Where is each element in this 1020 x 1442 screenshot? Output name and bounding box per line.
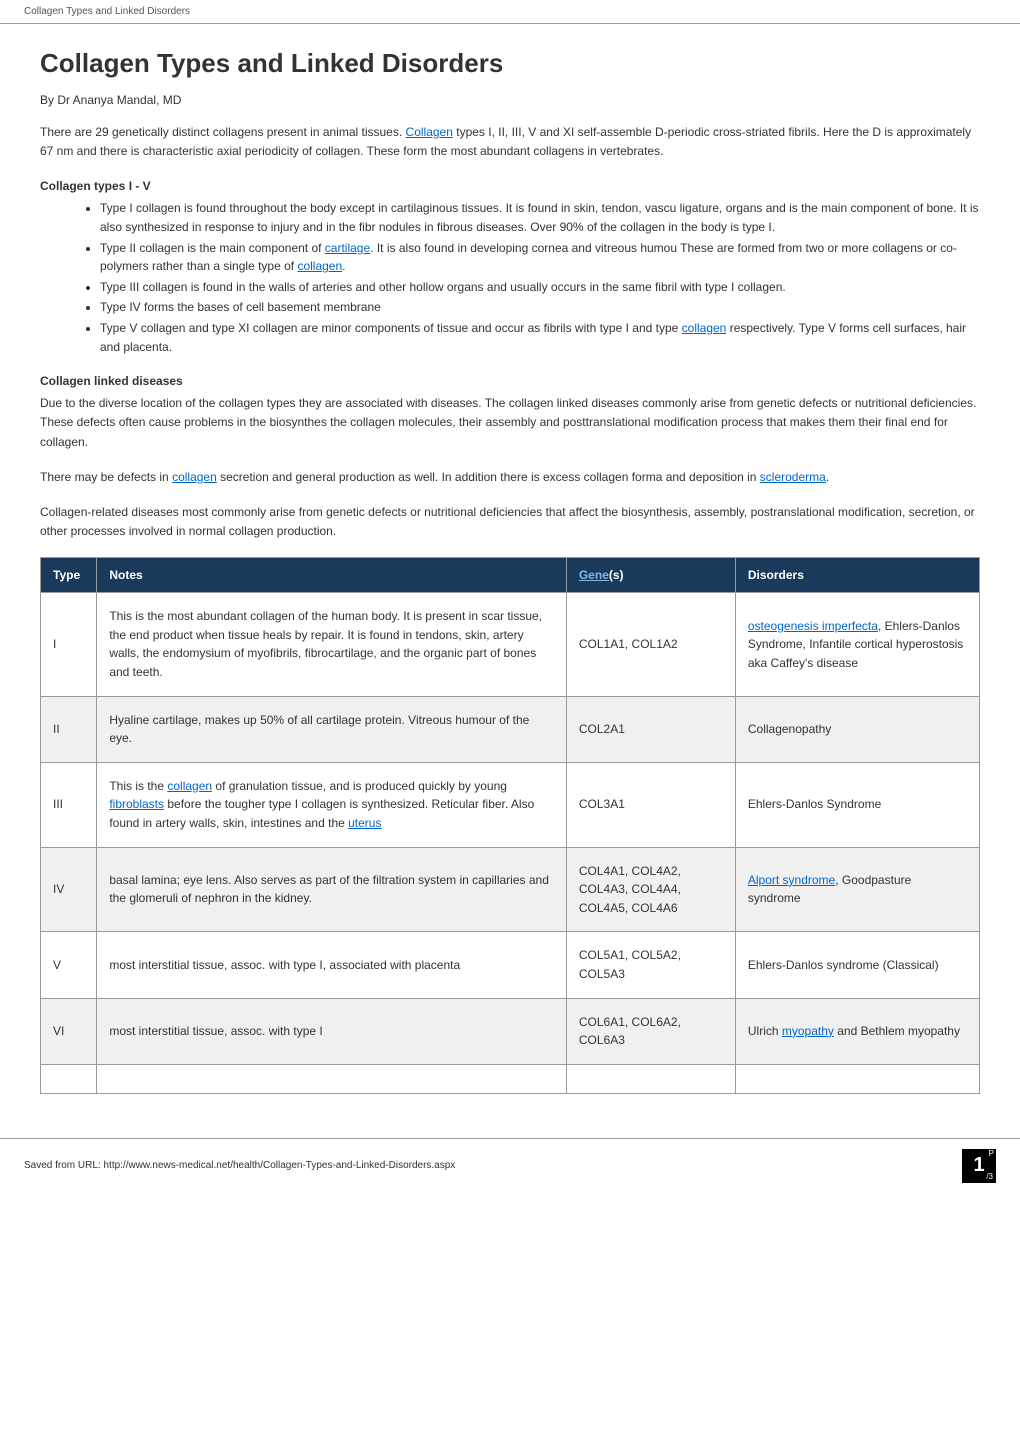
th-disorders: Disorders bbox=[735, 558, 979, 593]
disorders-post: and Bethlem myopathy bbox=[834, 1024, 960, 1038]
table-row: III This is the collagen of granulation … bbox=[41, 762, 980, 847]
table-row: IV basal lamina; eye lens. Also serves a… bbox=[41, 847, 980, 932]
collagen-link[interactable]: collagen bbox=[682, 321, 727, 335]
bullet-text: Type IV forms the bases of cell basement… bbox=[100, 300, 381, 314]
footer-url: Saved from URL: http://www.news-medical.… bbox=[24, 1160, 455, 1171]
para3: There may be defects in collagen secreti… bbox=[40, 468, 980, 487]
cell-genes: COL4A1, COL4A2, COL4A3, COL4A4, COL4A5, … bbox=[566, 847, 735, 932]
cell-type: II bbox=[41, 696, 97, 762]
collagen-types-list: Type I collagen is found throughout the … bbox=[100, 199, 980, 356]
intro-pre: There are 29 genetically distinct collag… bbox=[40, 125, 406, 139]
notes-mid1: of granulation tissue, and is produced q… bbox=[212, 779, 507, 793]
page-small: /3 bbox=[986, 1172, 993, 1181]
cell-disorders: Collagenopathy bbox=[735, 696, 979, 762]
collagen-link[interactable]: collagen bbox=[297, 259, 342, 273]
th-type: Type bbox=[41, 558, 97, 593]
table-row: VI most interstitial tissue, assoc. with… bbox=[41, 998, 980, 1064]
bullet-pre: Type II collagen is the main component o… bbox=[100, 241, 325, 255]
alport-link[interactable]: Alport syndrome bbox=[748, 873, 835, 887]
bullet-post: . bbox=[342, 259, 345, 273]
collagen-link[interactable]: collagen bbox=[172, 470, 217, 484]
osteogenesis-link[interactable]: osteogenesis imperfecta bbox=[748, 619, 878, 633]
cell-notes: This is the collagen of granulation tiss… bbox=[97, 762, 567, 847]
cell-notes bbox=[97, 1064, 567, 1093]
cell-disorders: Alport syndrome, Goodpasture syndrome bbox=[735, 847, 979, 932]
linked-diseases-heading: Collagen linked diseases bbox=[40, 374, 980, 388]
bullet-text: Type I collagen is found throughout the … bbox=[100, 201, 979, 234]
table-row: II Hyaline cartilage, makes up 50% of al… bbox=[41, 696, 980, 762]
notes-pre: This is the bbox=[109, 779, 167, 793]
list-item: Type II collagen is the main component o… bbox=[100, 239, 980, 276]
footer-bar: Saved from URL: http://www.news-medical.… bbox=[0, 1138, 1020, 1193]
table-row: V most interstitial tissue, assoc. with … bbox=[41, 932, 980, 998]
scleroderma-link[interactable]: scleroderma bbox=[760, 470, 826, 484]
cell-type: III bbox=[41, 762, 97, 847]
cell-disorders: Ulrich myopathy and Bethlem myopathy bbox=[735, 998, 979, 1064]
page-p: P bbox=[989, 1149, 994, 1158]
table-row: I This is the most abundant collagen of … bbox=[41, 593, 980, 696]
list-item: Type V collagen and type XI collagen are… bbox=[100, 319, 980, 356]
breadcrumb: Collagen Types and Linked Disorders bbox=[24, 6, 190, 17]
article-content: Collagen Types and Linked Disorders By D… bbox=[0, 24, 1020, 1118]
cell-genes: COL6A1, COL6A2, COL6A3 bbox=[566, 998, 735, 1064]
cell-genes: COL1A1, COL1A2 bbox=[566, 593, 735, 696]
disorders-pre: Ulrich bbox=[748, 1024, 782, 1038]
para3-pre: There may be defects in bbox=[40, 470, 172, 484]
cell-disorders: Ehlers-Danlos syndrome (Classical) bbox=[735, 932, 979, 998]
th-notes: Notes bbox=[97, 558, 567, 593]
byline: By Dr Ananya Mandal, MD bbox=[40, 93, 980, 107]
para2: Due to the diverse location of the colla… bbox=[40, 394, 980, 452]
cell-disorders: Ehlers-Danlos Syndrome bbox=[735, 762, 979, 847]
cell-disorders: osteogenesis imperfecta, Ehlers-Danlos S… bbox=[735, 593, 979, 696]
bullet-pre: Type V collagen and type XI collagen are… bbox=[100, 321, 682, 335]
gene-suffix: (s) bbox=[609, 568, 624, 582]
para3-mid: secretion and general production as well… bbox=[217, 470, 760, 484]
cell-genes bbox=[566, 1064, 735, 1093]
cell-notes: most interstitial tissue, assoc. with ty… bbox=[97, 932, 567, 998]
collagen-table: Type Notes Gene(s) Disorders I This is t… bbox=[40, 557, 980, 1094]
para4: Collagen-related diseases most commonly … bbox=[40, 503, 980, 541]
list-item: Type I collagen is found throughout the … bbox=[100, 199, 980, 236]
cartilage-link[interactable]: cartilage bbox=[325, 241, 370, 255]
notes-mid2: before the tougher type I collagen is sy… bbox=[109, 797, 534, 830]
table-header-row: Type Notes Gene(s) Disorders bbox=[41, 558, 980, 593]
page-title: Collagen Types and Linked Disorders bbox=[40, 48, 980, 79]
bullet-text: Type III collagen is found in the walls … bbox=[100, 280, 786, 294]
uterus-link[interactable]: uterus bbox=[348, 816, 381, 830]
cell-disorders bbox=[735, 1064, 979, 1093]
page-big: 1 bbox=[973, 1154, 984, 1177]
table-row bbox=[41, 1064, 980, 1093]
cell-notes: basal lamina; eye lens. Also serves as p… bbox=[97, 847, 567, 932]
cell-genes: COL5A1, COL5A2, COL5A3 bbox=[566, 932, 735, 998]
cell-genes: COL3A1 bbox=[566, 762, 735, 847]
cell-notes: Hyaline cartilage, makes up 50% of all c… bbox=[97, 696, 567, 762]
collagen-link[interactable]: collagen bbox=[167, 779, 212, 793]
fibroblasts-link[interactable]: fibroblasts bbox=[109, 797, 164, 811]
list-item: Type III collagen is found in the walls … bbox=[100, 278, 980, 297]
intro-paragraph: There are 29 genetically distinct collag… bbox=[40, 123, 980, 161]
myopathy-link[interactable]: myopathy bbox=[782, 1024, 834, 1038]
collagen-types-heading: Collagen types I - V bbox=[40, 179, 980, 193]
page-number-badge: P 1 /3 bbox=[962, 1149, 996, 1183]
th-genes: Gene(s) bbox=[566, 558, 735, 593]
gene-header-link[interactable]: Gene bbox=[579, 568, 609, 582]
cell-type: VI bbox=[41, 998, 97, 1064]
cell-type bbox=[41, 1064, 97, 1093]
cell-notes: most interstitial tissue, assoc. with ty… bbox=[97, 998, 567, 1064]
collagen-link[interactable]: Collagen bbox=[406, 125, 453, 139]
cell-type: V bbox=[41, 932, 97, 998]
para3-post: . bbox=[826, 470, 829, 484]
header-bar: Collagen Types and Linked Disorders bbox=[0, 0, 1020, 24]
cell-type: IV bbox=[41, 847, 97, 932]
cell-notes: This is the most abundant collagen of th… bbox=[97, 593, 567, 696]
cell-genes: COL2A1 bbox=[566, 696, 735, 762]
list-item: Type IV forms the bases of cell basement… bbox=[100, 298, 980, 317]
cell-type: I bbox=[41, 593, 97, 696]
